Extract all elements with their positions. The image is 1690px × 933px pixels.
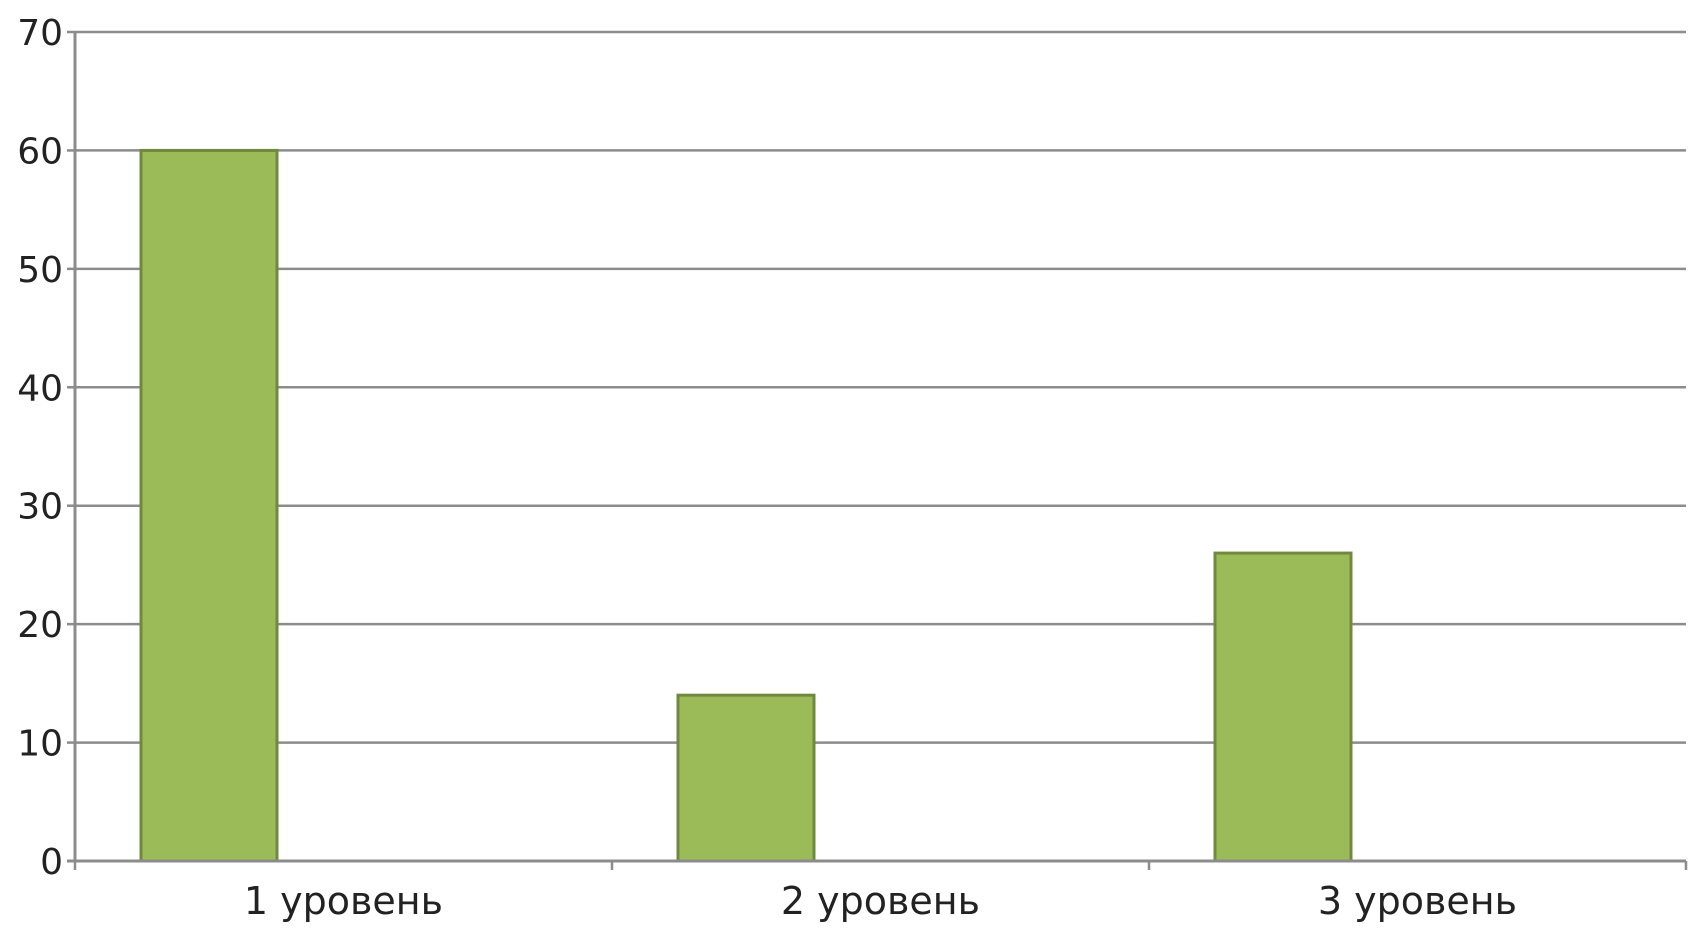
- bar-1: [139, 148, 279, 863]
- x-tick-label: 1 уровень: [244, 879, 443, 923]
- y-tick-label: 0: [40, 842, 63, 883]
- y-tick-label: 40: [17, 368, 63, 409]
- y-tick-label: 10: [17, 724, 63, 765]
- y-tick-label: 50: [17, 250, 63, 291]
- y-tick-labels: 0 10 20 30 40 50 60 70: [17, 13, 63, 883]
- bar-3: [1213, 551, 1353, 863]
- axes: [67, 30, 1688, 870]
- grid-lines: [75, 30, 1686, 744]
- y-tick-label: 20: [17, 605, 63, 646]
- x-tick-labels: 1 уровень 2 уровень 3 уровень: [244, 879, 1517, 923]
- bar-2: [676, 693, 816, 863]
- y-tick-label: 70: [17, 13, 63, 54]
- y-tick-label: 60: [17, 131, 63, 172]
- x-tick-label: 3 уровень: [1318, 879, 1517, 923]
- y-tick-label: 30: [17, 487, 63, 528]
- x-tick-label: 2 уровень: [781, 879, 980, 923]
